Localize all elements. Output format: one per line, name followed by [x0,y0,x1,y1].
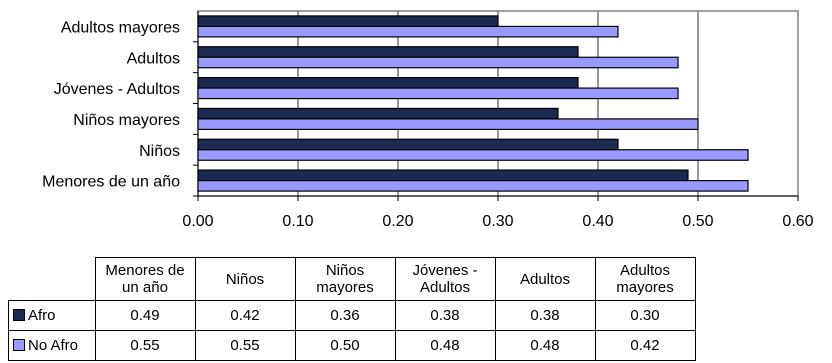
gridlines [297,11,699,196]
tick-label: 0.20 [382,213,413,230]
data-table: Menores de un año Niños Niños mayores Jóvenes… [8,257,696,361]
table-cell: 0.42 [194,300,296,331]
bar [197,169,689,182]
bar [197,107,559,120]
row-header: No Afro [8,330,96,361]
table-corner [9,258,96,301]
table-row: No Afro 0.55 0.55 0.50 0.48 0.48 0.42 [8,330,696,361]
table-cell: 0.55 [194,330,296,361]
bar [197,25,619,38]
legend-swatch [13,309,25,321]
table-cell: 0.38 [494,300,596,331]
column-header: Adultos [494,257,596,301]
category-label: Niños mayores [73,112,180,129]
bar [197,149,749,161]
tick-label: 0.30 [482,213,513,230]
tick-label: 0.00 [182,213,213,230]
table-cell: 0.55 [94,330,196,361]
category-label: Niños [139,143,180,160]
category-labels: Menores de un año Niños Niños mayores Jóven… [42,19,180,190]
table-cell: 0.30 [594,300,696,331]
column-header: Menores de un año [94,257,196,301]
table-cell: 0.42 [594,330,696,361]
table-cell: 0.36 [294,300,396,331]
table-row: Afro 0.49 0.42 0.36 0.38 0.38 0.30 [8,300,696,331]
table-cell: 0.49 [94,300,196,331]
table-cell: 0.48 [494,330,596,361]
value-axis [193,11,799,201]
bar [197,138,619,151]
bar [197,15,499,28]
bar [197,46,579,58]
bar [197,76,579,89]
category-label: Adultos [127,50,180,67]
column-header: Adultos mayores [594,257,696,301]
tick-label: 0.10 [282,213,313,230]
tick-label: 0.40 [582,213,613,230]
category-label: Jóvenes - Adultos [54,81,180,98]
bar-chart: Menores de un año Niños Niños mayores Jóven… [42,10,814,230]
bar [197,118,699,131]
bar [197,87,679,100]
row-header: Afro [8,300,96,331]
tick-label: 0.50 [682,213,713,230]
column-header: Niños mayores [294,257,396,301]
table-cell: 0.50 [294,330,396,361]
tick-labels: 0.00 0.10 0.20 0.30 0.40 0.50 0.60 [182,213,813,230]
bars [197,15,749,192]
legend-swatch [13,339,25,351]
table-header-row: Menores de un año Niños Niños mayores Jóvenes… [9,257,696,301]
column-header: Niños [194,257,296,301]
column-header: Jóvenes - Adultos [394,257,496,301]
bar [197,56,679,69]
legend-label: No Afro [28,337,79,354]
tick-label: 0.60 [782,213,813,230]
legend-label: Afro [28,307,56,324]
table-cell: 0.38 [394,300,496,331]
category-label: Menores de un año [42,174,180,191]
category-label: Adultos mayores [61,19,180,36]
bar [197,179,749,192]
table-cell: 0.48 [394,330,496,361]
